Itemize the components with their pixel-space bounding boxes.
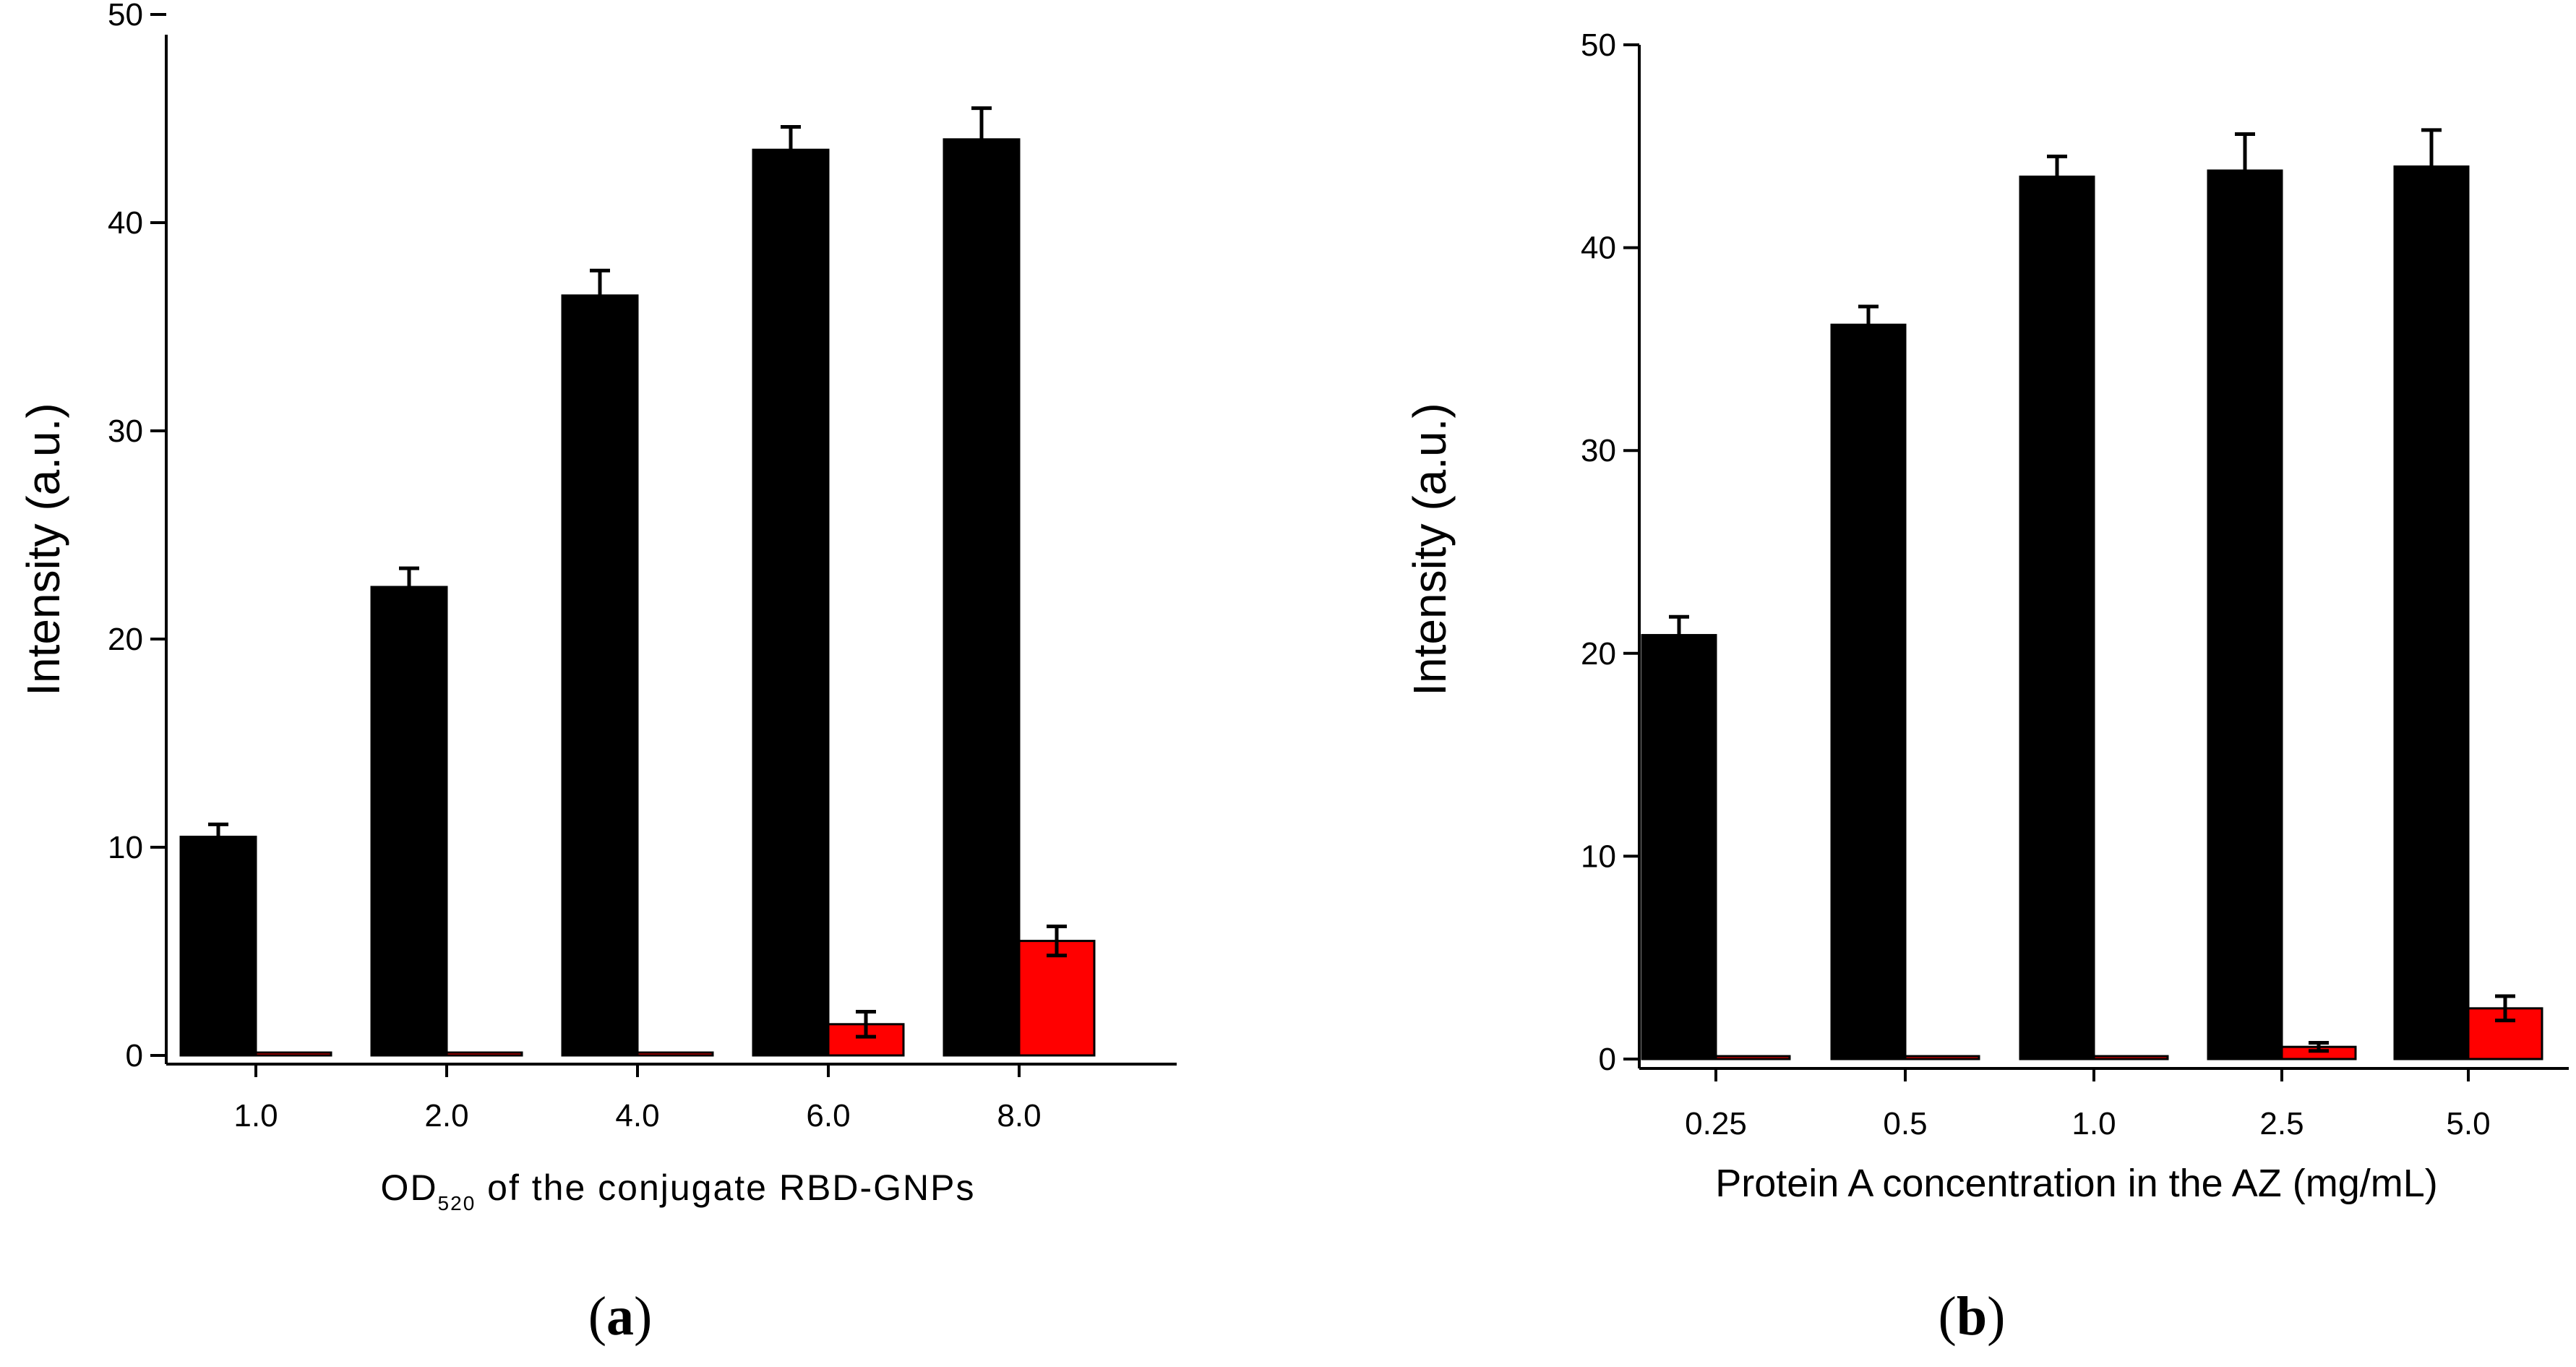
panel-b-y-tick-label: 10 xyxy=(1581,839,1616,874)
panel-a-bar-black xyxy=(179,836,257,1057)
panel-b-bar-black xyxy=(2019,175,2095,1060)
panel-a-bar-black xyxy=(561,294,639,1057)
panel-a-x-axis-label: OD520 of the conjugate RBD-GNPs xyxy=(381,1167,976,1214)
panel-a-y-tick-label: 30 xyxy=(108,413,143,449)
panel-b-x-tick-label: 0.25 xyxy=(1685,1106,1747,1141)
panel-b-label-open: ( xyxy=(1939,1286,1957,1347)
panel-b-y-axis-label: Intensity (a.u.) xyxy=(1404,403,1456,696)
panel-a-bar-red xyxy=(636,1051,714,1057)
panel-a-error-bar-red xyxy=(856,1010,876,1039)
panel-a-x-tick-label: 4.0 xyxy=(615,1098,659,1134)
panel-b-error-bar-red xyxy=(2495,994,2515,1023)
panel-a-label: (a) xyxy=(588,1286,653,1347)
panel-a-error-bar-black xyxy=(590,268,610,296)
panel-b-error-bar-black xyxy=(2047,154,2067,177)
panel-b-x-tick-label: 0.5 xyxy=(1883,1106,1927,1141)
panel-b-label-letter: b xyxy=(1957,1286,1987,1347)
panel-a-bar-red xyxy=(254,1051,332,1057)
panel-a-y-tick-label: 0 xyxy=(126,1038,143,1074)
panel-b-y-tick-label: 50 xyxy=(1581,27,1616,63)
panel-a-x-axis-label-main: OD xyxy=(381,1167,438,1208)
panel-a-x-axis-label-sub: 520 xyxy=(438,1192,476,1214)
panel-b-bar-black xyxy=(1641,634,1717,1060)
panel-a-error-bar-black xyxy=(971,106,992,140)
panel-b-bar-black xyxy=(2393,165,2470,1060)
panel-b-error-bar-red xyxy=(2309,1041,2329,1053)
panel-b-chart: Intensity (a.u.) Protein A concentration… xyxy=(1404,27,2569,1347)
panel-b-x-axis-label: Protein A concentration in the AZ (mg/mL… xyxy=(1715,1162,2438,1205)
panel-b-bar-black xyxy=(2207,169,2283,1060)
panel-a-x-tick-label: 6.0 xyxy=(806,1098,850,1134)
panel-a-bar-red xyxy=(1018,940,1096,1057)
panel-b-label-close: ) xyxy=(1987,1286,2005,1347)
panel-a-x-tick-label: 1.0 xyxy=(233,1098,278,1134)
panel-b-label: (b) xyxy=(1939,1286,2006,1347)
panel-b-x-tick-label: 5.0 xyxy=(2446,1106,2490,1141)
panel-a-bar-black xyxy=(752,148,830,1057)
panel-a-label-close: ) xyxy=(634,1286,652,1347)
panel-b-x-tick-label: 2.5 xyxy=(2259,1106,2304,1141)
panel-a-error-bar-black xyxy=(208,822,228,837)
panel-b-error-bar-black xyxy=(2421,128,2442,167)
panel-b-bar-red xyxy=(1714,1055,1791,1060)
panel-a-x-tick-label: 2.0 xyxy=(424,1098,468,1134)
panel-a-y-tick-label: 50 xyxy=(108,0,143,33)
panel-b-y-tick-label: 0 xyxy=(1599,1042,1616,1077)
panel-a-bar-black xyxy=(370,586,448,1057)
panel-a-chart: Intensity (a.u.) OD520 of the conjugate … xyxy=(17,0,1177,1347)
panel-a-error-bar-black xyxy=(781,125,801,150)
panel-b-error-bar-black xyxy=(1669,614,1689,635)
panel-a-x-tick-label: 8.0 xyxy=(997,1098,1041,1134)
panel-b-error-bar-black xyxy=(1858,304,1879,325)
panel-a-label-open: ( xyxy=(588,1286,606,1347)
panel-b-y-tick-label: 40 xyxy=(1581,231,1616,266)
panel-b-y-tick-label: 30 xyxy=(1581,433,1616,468)
panel-a-x-axis-label-rest: of the conjugate RBD-GNPs xyxy=(476,1167,975,1208)
panel-b-bar-red xyxy=(1904,1055,1980,1060)
panel-b-x-tick-label: 1.0 xyxy=(2071,1106,2116,1141)
panel-b-bar-red xyxy=(2092,1055,2169,1060)
panel-a-y-tick-label: 10 xyxy=(108,830,143,865)
panel-b-error-bar-black xyxy=(2235,132,2255,171)
panel-b-y-tick-label: 20 xyxy=(1581,636,1616,672)
panel-a-bar-red xyxy=(445,1051,523,1057)
panel-a-y-tick-label: 20 xyxy=(108,622,143,657)
panel-a-label-letter: a xyxy=(606,1286,634,1347)
panel-a-y-axis-label: Intensity (a.u.) xyxy=(17,403,69,696)
panel-a-bar-black xyxy=(943,138,1021,1057)
panel-b-bar-black xyxy=(1830,323,1907,1060)
panel-a-error-bar-black xyxy=(399,566,419,587)
panel-a-error-bar-red xyxy=(1047,924,1067,958)
panel-a-y-tick-label: 40 xyxy=(108,205,143,241)
